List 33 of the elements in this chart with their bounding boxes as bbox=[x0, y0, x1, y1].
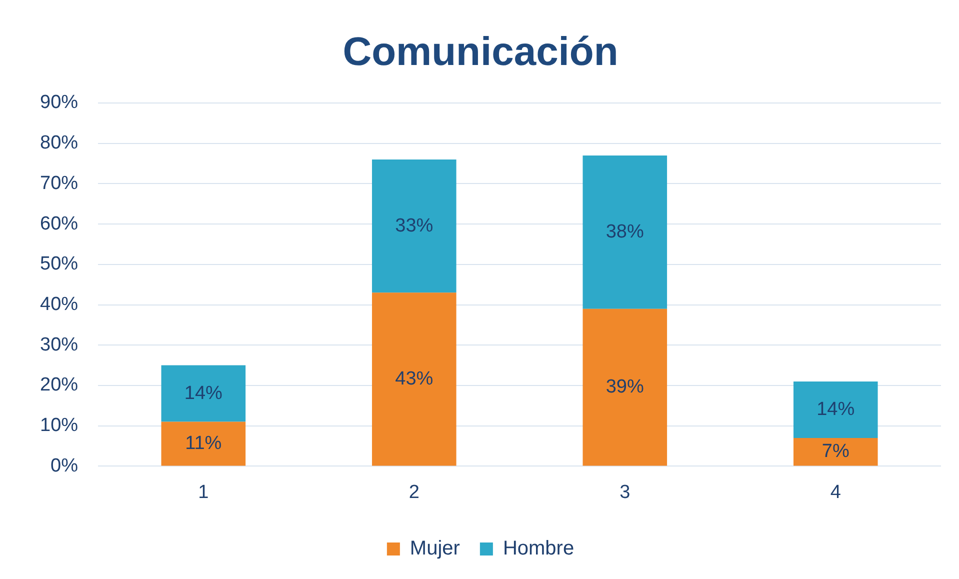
y-tick-label: 20% bbox=[40, 374, 78, 396]
legend-label: Hombre bbox=[502, 538, 574, 560]
legend-label: Mujer bbox=[410, 538, 460, 560]
chart-title: Comunicación bbox=[342, 30, 618, 74]
data-label: 14% bbox=[184, 382, 223, 404]
x-tick-label: 3 bbox=[620, 482, 630, 503]
bar bbox=[161, 422, 246, 466]
bar bbox=[793, 381, 878, 438]
data-label: 38% bbox=[606, 221, 644, 242]
bar bbox=[582, 155, 668, 309]
data-label: 33% bbox=[395, 215, 434, 236]
bar bbox=[161, 365, 246, 422]
bar bbox=[372, 160, 456, 293]
bar bbox=[582, 308, 668, 466]
data-label: 43% bbox=[395, 368, 434, 390]
x-tick-label: 4 bbox=[830, 482, 842, 503]
data-label: 14% bbox=[816, 398, 855, 420]
bar bbox=[372, 292, 456, 466]
data-label: 39% bbox=[606, 376, 644, 398]
bar bbox=[793, 438, 878, 466]
y-tick-label: 30% bbox=[40, 334, 78, 356]
y-tick-label: 50% bbox=[40, 254, 78, 275]
y-tick-label: 10% bbox=[40, 415, 78, 436]
data-label: 11% bbox=[185, 432, 222, 454]
data-label: 7% bbox=[822, 441, 850, 462]
y-tick-label: 70% bbox=[40, 172, 78, 194]
y-tick-label: 0% bbox=[50, 455, 78, 476]
y-tick-label: 80% bbox=[40, 132, 78, 154]
x-tick-label: 2 bbox=[408, 482, 420, 503]
x-tick-label: 1 bbox=[198, 482, 209, 503]
y-tick-label: 60% bbox=[40, 213, 78, 234]
y-tick-label: 40% bbox=[40, 294, 78, 316]
y-tick-label: 90% bbox=[40, 92, 78, 114]
